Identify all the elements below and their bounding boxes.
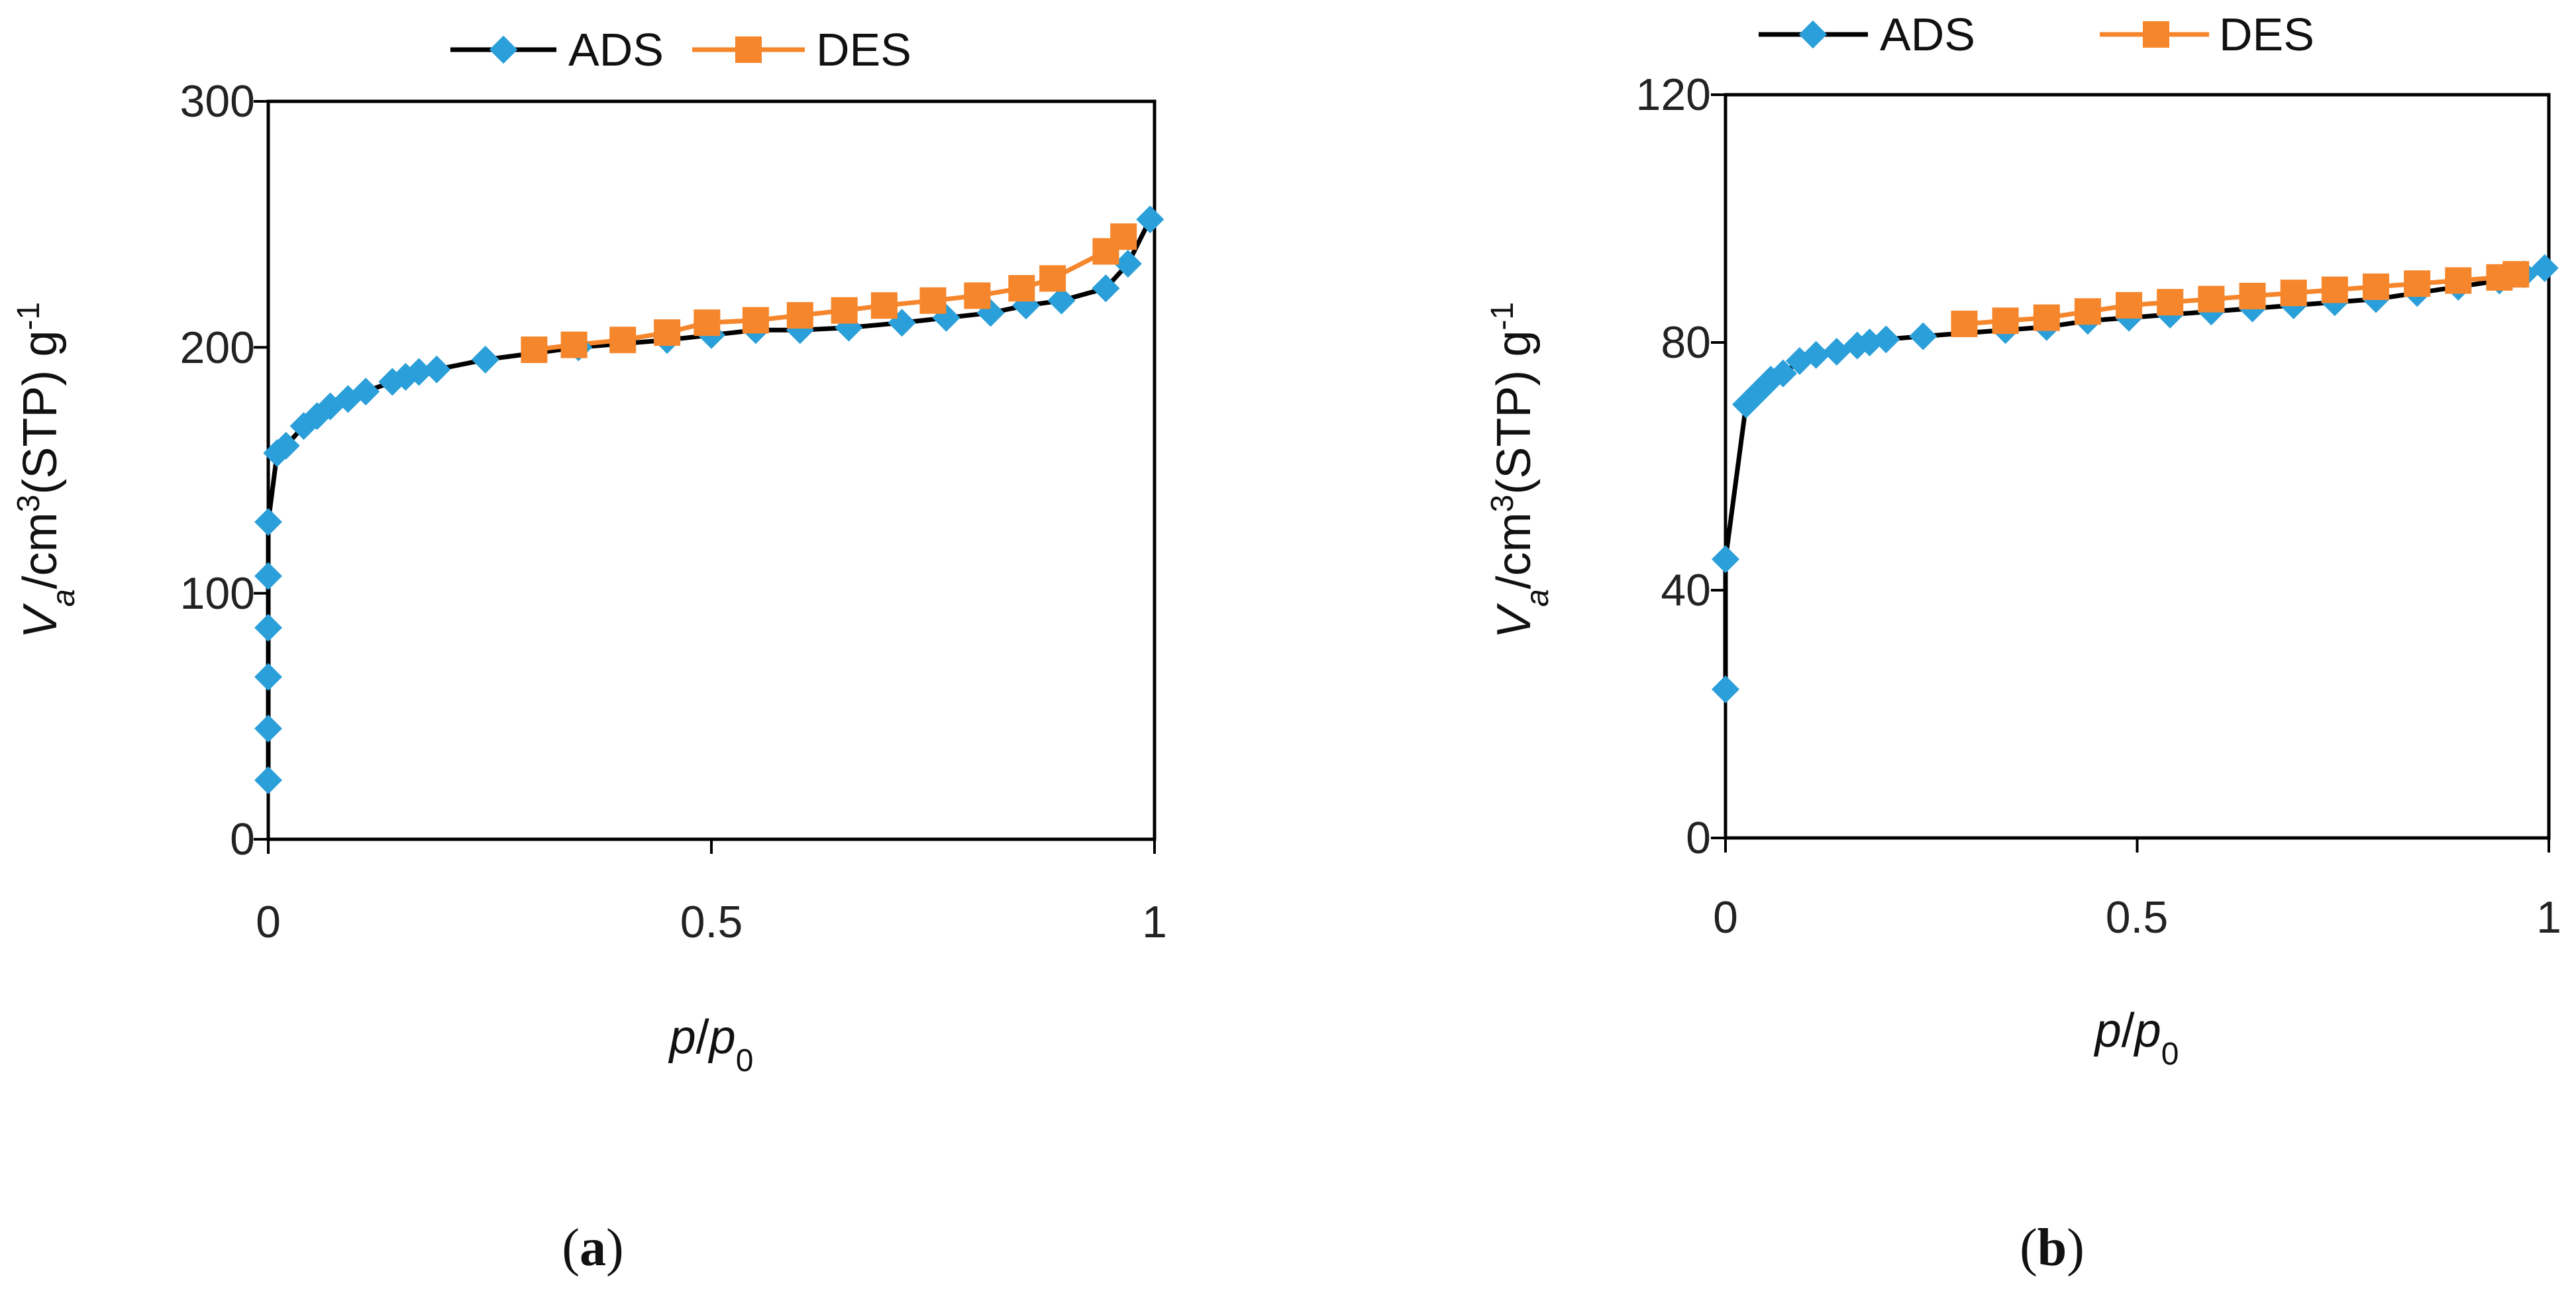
des-point [2321,276,2348,303]
plot-data-a [254,100,1164,854]
plot-area-frame [266,99,1157,841]
x-tick-label: 0.5 [680,897,743,947]
legend-ads-marker [1798,20,1828,49]
des-point [2280,280,2307,307]
y-tick-label: 80 [1661,317,1711,368]
x-tick-label: 0 [1713,892,1738,943]
y-tick-label: 200 [180,323,255,373]
plot-area-frame [1724,93,2551,840]
ads-point [423,355,451,384]
ads-point [1802,340,1830,369]
y-tick-label: 120 [1636,70,1711,120]
des-point [609,327,637,354]
des-point [831,297,858,324]
ads-point [2530,254,2559,282]
ads-point [352,378,380,406]
legend-des-label: DES [2219,9,2314,60]
ads-point [1092,274,1120,303]
chart-panel-a: 0 100 200 300 0 0.5 1 p/p0 Va/cm3(STP) g… [11,24,1167,1277]
y-axis-title: Va/cm3(STP) g-1 [11,302,81,639]
plot-data-b [1711,93,2559,853]
legend: ADS DES [450,24,911,76]
ads-point [254,507,282,536]
ads-point [254,662,282,691]
y-tick-label: 100 [180,568,255,619]
x-axis-title: p/p0 [668,1011,754,1078]
ads-point [1047,286,1076,315]
des-point [742,307,769,334]
des-point [870,292,898,319]
des-point [1008,275,1035,302]
des-point [654,319,681,346]
des-point [964,282,991,309]
ads-point [1909,322,1937,350]
legend-ads-label: ADS [1880,9,1975,60]
des-point [2404,270,2431,297]
ads-point [254,562,282,590]
des-point [2116,291,2143,319]
x-tick-label: 1 [1142,897,1167,947]
des-point [521,337,548,364]
legend-ads-label: ADS [568,24,664,76]
x-tick-label: 0.5 [2106,892,2169,943]
x-tick-label: 1 [2536,892,2561,943]
y-tick-label: 40 [1661,565,1711,615]
des-point [1039,265,1066,292]
legend-des-marker [735,36,762,63]
y-axis-title: Va/cm3(STP) g-1 [1485,302,1555,639]
ads-point [1769,359,1798,388]
des-point [694,309,721,337]
series-line-ads [1723,266,2546,690]
ads-point [1712,545,1739,574]
des-point [2502,261,2530,288]
x-axis-title: p/p0 [2094,1004,2179,1072]
ads-point [1822,338,1851,366]
des-point [2157,289,2184,316]
des-point [2362,273,2389,300]
ads-point [405,358,433,386]
des-point [2239,282,2266,309]
ads-point [254,613,282,642]
des-point [919,287,947,314]
ads-point [471,345,499,374]
ads-point [254,766,282,794]
y-tick-label: 300 [180,76,255,127]
ads-point [1712,675,1739,703]
des-point [2033,304,2060,331]
ads-point [1136,205,1164,234]
ads-point [272,431,300,460]
des-point [2074,298,2101,325]
x-tick-label: 0 [256,897,281,947]
ads-point [1113,250,1142,278]
legend-des-label: DES [816,24,911,76]
des-point [2445,267,2472,294]
des-point [786,302,813,329]
des-point [560,331,588,358]
des-point [1110,223,1137,250]
legend: ADS DES [1759,9,2314,60]
legend-des-marker [2143,21,2169,48]
des-point [2198,285,2225,313]
y-tick-label: 0 [1686,813,1711,863]
legend-ads-marker [489,35,518,64]
y-tick-label: 0 [230,814,255,864]
ads-point [1872,325,1900,354]
des-point [1992,307,2019,335]
panel-label-b: (b) [2020,1219,2085,1277]
ads-point [254,714,282,743]
chart-panel-b: 0 40 80 120 0 0.5 1 p/p0 Va/cm3(STP) g-1… [1485,9,2561,1277]
panel-label-a: (a) [562,1219,623,1277]
des-point [1951,310,1978,337]
